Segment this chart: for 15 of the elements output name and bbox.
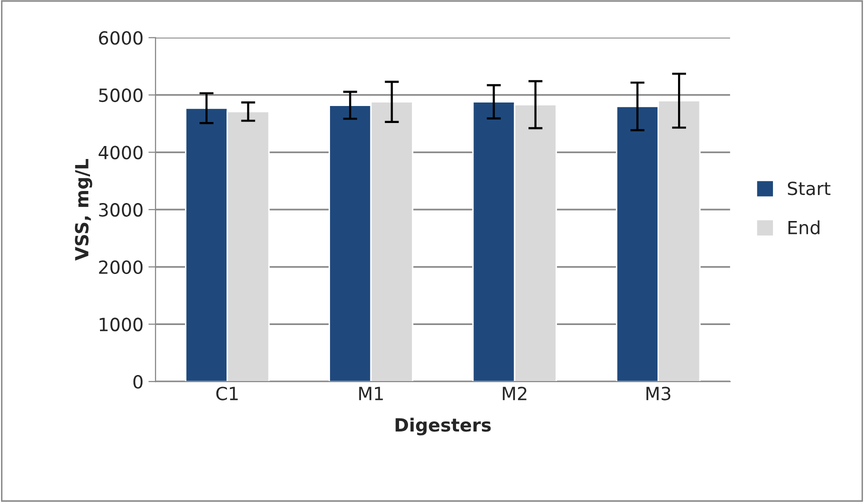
x-tick-label: M2 bbox=[502, 386, 526, 400]
y-tick-label: 4000 bbox=[98, 146, 143, 160]
legend-label: End bbox=[788, 220, 820, 234]
y-tick-label: 5000 bbox=[99, 88, 143, 102]
y-tick-label: 2000 bbox=[99, 260, 143, 274]
y-tick-label: 3000 bbox=[99, 203, 143, 217]
y-axis-title: VSS, mg/L bbox=[74, 159, 92, 261]
x-axis-title: Digesters bbox=[396, 418, 491, 436]
legend-label: Start bbox=[788, 182, 830, 196]
x-tick-label: C1 bbox=[216, 386, 238, 400]
y-tick-label: 0 bbox=[133, 374, 143, 389]
y-tick-label: 1000 bbox=[100, 318, 143, 332]
x-tick-label: M3 bbox=[646, 386, 670, 400]
y-tick-label: 6000 bbox=[99, 31, 143, 45]
x-tick-label: M1 bbox=[359, 386, 383, 400]
